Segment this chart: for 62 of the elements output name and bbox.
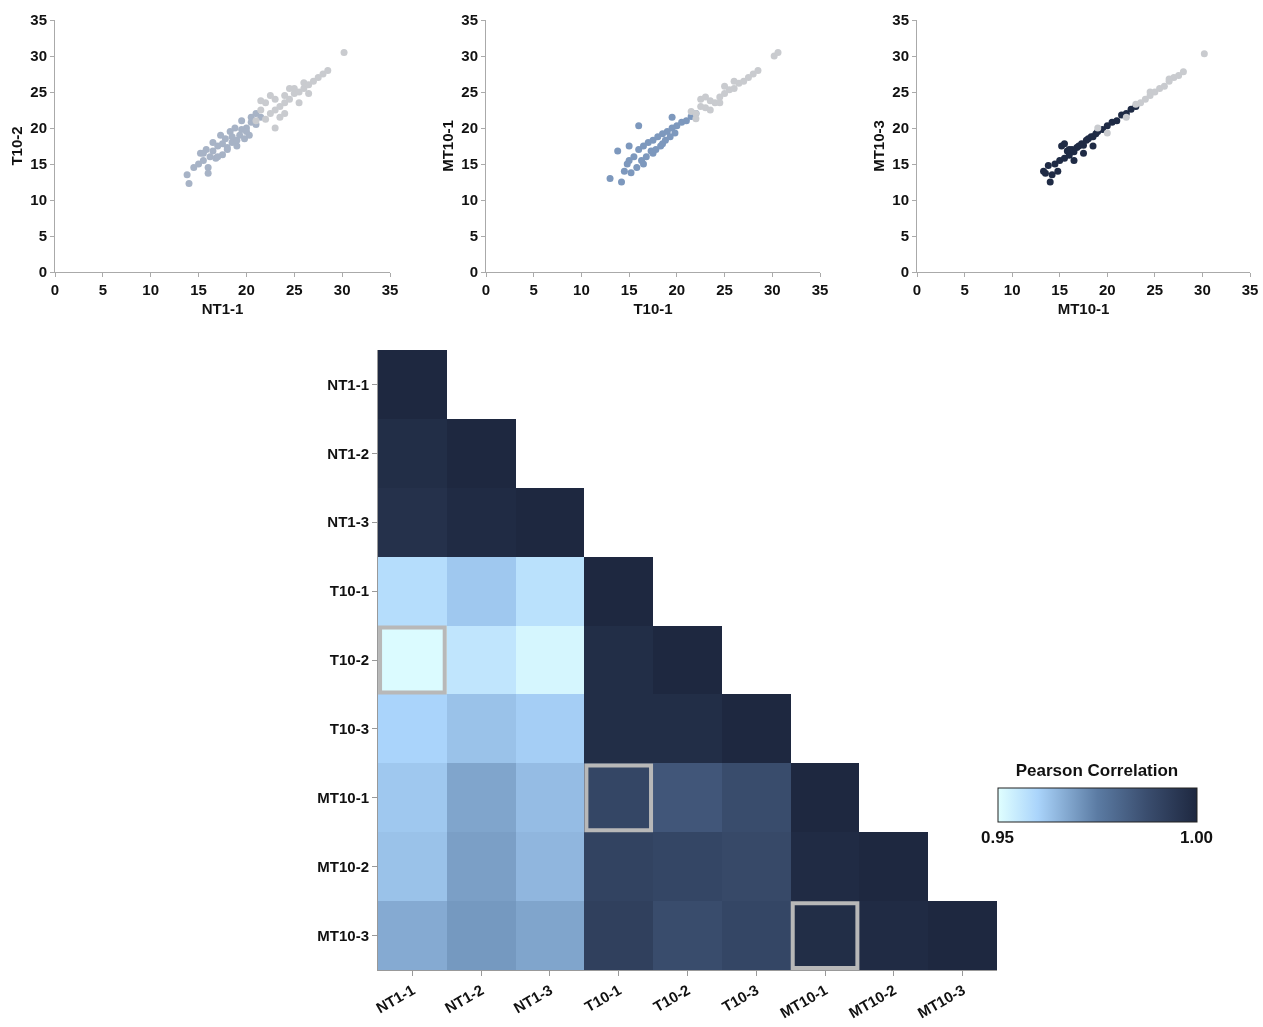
x-tick-label: 20 [238,281,255,298]
x-tick-label: 5 [529,281,538,298]
x-tick-label: 10 [1003,281,1021,298]
y-tick-label: 0 [900,263,909,281]
x-axis-title: T10-1 [633,300,673,317]
x-tick-label: 5 [98,281,108,298]
y-tick-label: 30 [892,47,909,65]
y-tick-label: 20 [30,119,47,137]
y-tick-label: NT1-2 [327,444,369,462]
x-axis-title: NT1-1 [201,300,244,317]
x-tick-label: 10 [142,281,160,298]
x-tick-label: 25 [1146,281,1164,298]
x-tick-label: 30 [763,281,781,298]
x-tick-label: 0 [912,281,922,298]
y-tick-label: MT10-3 [317,926,369,944]
y-tick-label: 10 [30,191,47,209]
y-tick-label: 35 [30,11,47,29]
y-tick-label: 35 [892,11,909,29]
y-tick-label: 15 [892,155,909,173]
y-tick-label: NT1-1 [327,375,369,393]
y-tick-label: T10-3 [329,720,369,738]
x-tick-label: 0 [481,281,491,298]
y-tick-label: 20 [892,119,909,137]
y-tick-label: 0 [469,263,478,281]
y-tick-label: NT1-3 [327,513,369,531]
x-tick-label: 15 [190,281,207,298]
y-tick-label: T10-1 [329,582,369,600]
y-tick-label: 30 [461,47,478,65]
y-tick-label: 15 [30,155,47,173]
x-axis-title: MT10-1 [1057,300,1110,317]
x-tick-label: 15 [620,281,638,298]
y-tick-label: 15 [461,155,478,173]
x-tick-label: 20 [668,281,686,298]
y-tick-label: 5 [900,227,909,245]
color-bar-label: 0.95 [980,828,1015,848]
x-tick-label: 35 [811,281,829,298]
color-bar-title: Pearson Correlation [1015,760,1179,780]
y-tick-label: 5 [38,227,47,245]
y-tick-label: 25 [892,83,909,101]
y-tick-label: MT10-2 [317,857,369,875]
x-tick-label: 25 [716,281,733,298]
y-tick-label: 20 [461,119,478,137]
x-tick-label: 25 [285,281,303,298]
y-tick-label: 25 [30,83,47,101]
y-tick-label: 0 [38,263,47,281]
y-tick-label: 35 [461,11,478,29]
x-tick-label: 10 [573,281,590,298]
color-bar-label: 1.00 [1179,828,1214,848]
x-tick-label: 5 [960,281,969,298]
x-tick-label: 0 [50,281,60,298]
x-tick-label: 15 [1051,281,1069,298]
x-tick-label: 35 [1241,281,1259,298]
x-tick-label: 35 [381,281,399,298]
y-tick-label: T10-2 [329,651,369,669]
y-tick-label: 10 [461,191,478,209]
y-tick-label: MT10-1 [317,789,369,807]
y-tick-label: 30 [30,47,47,65]
y-tick-label: 5 [469,227,478,245]
y-tick-label: 25 [461,83,478,101]
x-tick-label: 30 [1194,281,1211,298]
x-tick-label: 20 [1098,281,1116,298]
y-tick-label: 10 [892,191,909,209]
